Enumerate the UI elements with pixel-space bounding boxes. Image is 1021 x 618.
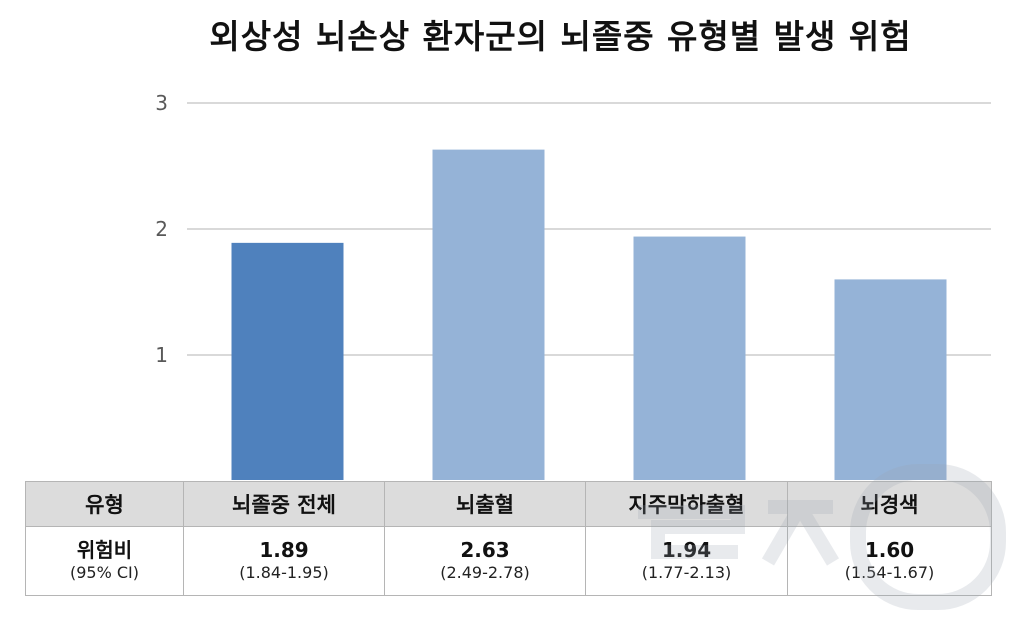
table-header-cell: 뇌경색 — [787, 481, 992, 527]
bar — [231, 242, 344, 480]
confidence-interval: (1.84-1.95) — [239, 563, 329, 582]
y-tick-label: 2 — [155, 217, 168, 241]
chart-title: 외상성 뇌손상 환자군의 뇌졸중 유형별 발생 위험 — [209, 17, 912, 56]
confidence-interval: (2.49-2.78) — [440, 563, 530, 582]
hazard-ratio-value: 2.63 — [460, 538, 510, 562]
table-value-cell: 2.63 (2.49-2.78) — [384, 526, 586, 596]
table-header-cell: 뇌졸중 전체 — [183, 481, 385, 527]
hazard-ratio-value: 1.94 — [661, 538, 712, 562]
row-label: 위험비 — [76, 538, 133, 562]
table-value-cell: 1.94 (1.77-2.13) — [585, 526, 788, 596]
table-value-cell: 1.89 (1.84-1.95) — [183, 526, 385, 596]
table-header-cell: 지주막하출혈 — [585, 481, 788, 527]
y-tick-label: 1 — [155, 343, 168, 367]
confidence-interval: (1.77-2.13) — [641, 563, 732, 582]
y-tick-label: 3 — [155, 91, 168, 115]
hazard-ratio-value: 1.60 — [864, 538, 915, 562]
bar-chart: 1 2 3 — [155, 91, 991, 480]
bar — [633, 236, 746, 480]
data-table: 유형 뇌졸중 전체 뇌출혈 지주막하출혈 뇌경색 위험비 (95% CI) 1.… — [25, 481, 992, 596]
row-sublabel: (95% CI) — [69, 563, 140, 582]
table-header-row: 유형 뇌졸중 전체 뇌출혈 지주막하출혈 뇌경색 — [25, 481, 992, 527]
bar — [432, 149, 545, 480]
bar — [834, 279, 947, 480]
hazard-ratio-value: 1.89 — [259, 538, 309, 562]
table-header-label: 유형 — [25, 481, 184, 527]
confidence-interval: (1.54-1.67) — [844, 563, 935, 582]
table-value-row: 위험비 (95% CI) 1.89 (1.84-1.95) 2.63 (2.49… — [25, 526, 992, 596]
table-header-cell: 뇌출혈 — [384, 481, 586, 527]
table-row-label: 위험비 (95% CI) — [25, 526, 184, 596]
table-value-cell: 1.60 (1.54-1.67) — [787, 526, 992, 596]
